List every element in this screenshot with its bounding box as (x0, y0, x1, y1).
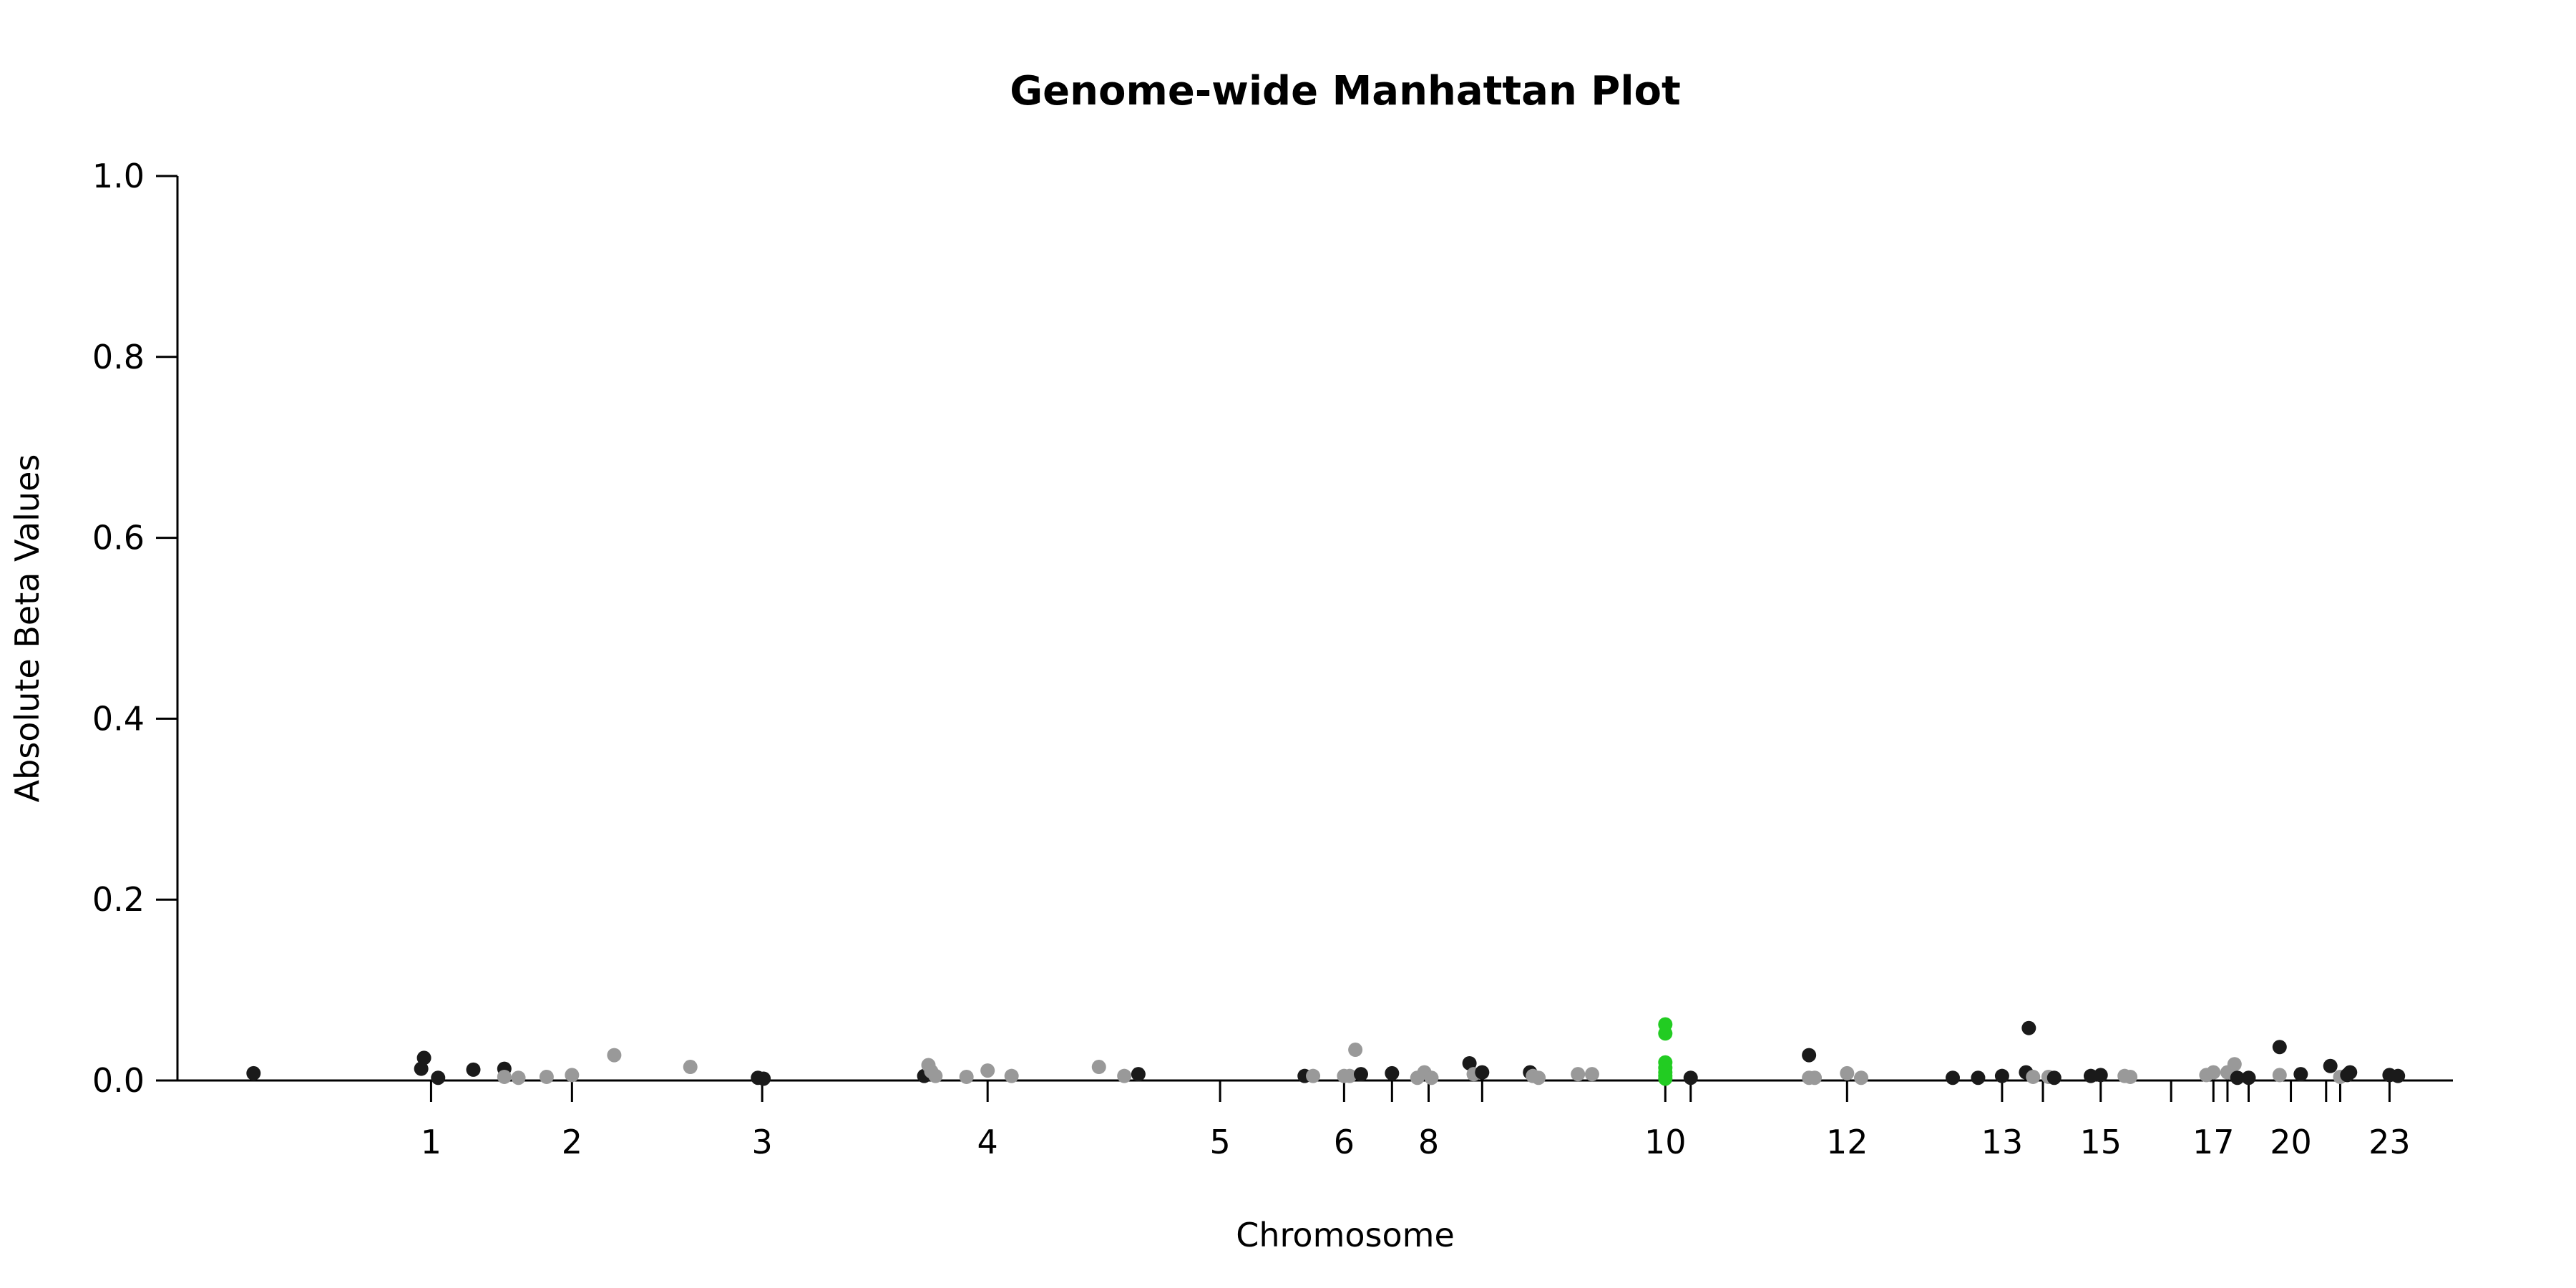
x-tick-label: 6 (1334, 1123, 1355, 1161)
data-point (1807, 1070, 1823, 1085)
data-point (2323, 1058, 2338, 1073)
x-tick-label: 13 (1981, 1123, 2024, 1161)
data-point (2026, 1069, 2041, 1084)
data-point (1117, 1068, 1132, 1083)
x-tick-label: 15 (2079, 1123, 2122, 1161)
data-point (511, 1070, 526, 1085)
x-tick-label: 3 (752, 1123, 773, 1161)
data-point (2293, 1067, 2308, 1082)
data-point (539, 1069, 554, 1084)
x-tick-label: 1 (421, 1123, 441, 1161)
data-point (1342, 1068, 1357, 1083)
y-tick-label: 0.0 (92, 1061, 145, 1100)
data-point (2046, 1070, 2062, 1085)
data-point (2230, 1070, 2245, 1085)
x-tick-label: 20 (2270, 1123, 2312, 1161)
data-point (2391, 1068, 2406, 1083)
data-point (1584, 1067, 1599, 1082)
y-axis-label: Absolute Beta Values (8, 454, 47, 803)
data-point (607, 1048, 622, 1063)
data-point (466, 1062, 481, 1077)
data-point (565, 1068, 580, 1083)
data-point (2093, 1068, 2108, 1083)
chart-title: Genome-wide Manhattan Plot (1010, 68, 1681, 114)
y-tick-label: 0.6 (92, 519, 145, 557)
y-tick-label: 1.0 (92, 157, 145, 195)
data-point (683, 1060, 698, 1075)
data-point (497, 1069, 512, 1084)
data-point (1994, 1068, 2009, 1083)
x-tick-label: 12 (1826, 1123, 1868, 1161)
data-point (414, 1061, 429, 1076)
data-point (1091, 1060, 1106, 1075)
data-point (1004, 1068, 1019, 1083)
y-tick-label: 0.8 (92, 338, 145, 376)
data-point (1475, 1065, 1490, 1080)
data-point (1802, 1048, 1817, 1063)
data-point (928, 1068, 943, 1083)
data-point (1658, 1071, 1673, 1086)
data-point (980, 1063, 995, 1078)
data-point (1854, 1070, 1869, 1085)
data-point (1306, 1068, 1321, 1083)
x-axis-label: Chromosome (1236, 1216, 1455, 1254)
data-point (1131, 1067, 1146, 1082)
data-point (1424, 1070, 1439, 1085)
x-tick-label: 2 (562, 1123, 582, 1161)
data-point (431, 1070, 446, 1085)
data-point (2272, 1040, 2287, 1055)
data-point (1385, 1065, 1400, 1080)
x-tick-label: 10 (1644, 1123, 1687, 1161)
y-tick-label: 0.4 (92, 699, 145, 738)
data-point (1945, 1070, 1960, 1085)
data-point (1658, 1026, 1673, 1041)
data-point (1683, 1070, 1698, 1085)
data-point (2206, 1065, 2221, 1080)
data-point (2021, 1020, 2036, 1035)
data-point (2241, 1070, 2256, 1085)
data-point (756, 1071, 771, 1086)
x-tick-label: 8 (1418, 1123, 1439, 1161)
data-point (1571, 1067, 1586, 1082)
data-point (959, 1069, 974, 1084)
data-point (1840, 1065, 1855, 1080)
data-point (2343, 1065, 2358, 1080)
x-tick-label: 23 (2368, 1123, 2411, 1161)
data-point (1531, 1070, 1546, 1085)
x-tick-label: 5 (1209, 1123, 1230, 1161)
data-point (2227, 1057, 2242, 1072)
data-point (1971, 1070, 1986, 1085)
data-point (1462, 1055, 1477, 1070)
data-point (1353, 1067, 1368, 1082)
x-axis-ticks: 1 2 3 4 5 6 8 10 12 13 15 17 20 23 (421, 1080, 2411, 1161)
data-point (1348, 1043, 1363, 1058)
x-tick-label: 17 (2192, 1123, 2235, 1161)
data-point (2272, 1068, 2287, 1083)
data-point (246, 1065, 261, 1080)
data-points (246, 1017, 2406, 1086)
data-point (416, 1050, 431, 1065)
data-point (2123, 1069, 2138, 1084)
y-axis-ticks: 0.0 0.2 0.4 0.6 0.8 1.0 (92, 157, 177, 1100)
x-tick-label: 4 (977, 1123, 998, 1161)
y-tick-label: 0.2 (92, 880, 145, 919)
